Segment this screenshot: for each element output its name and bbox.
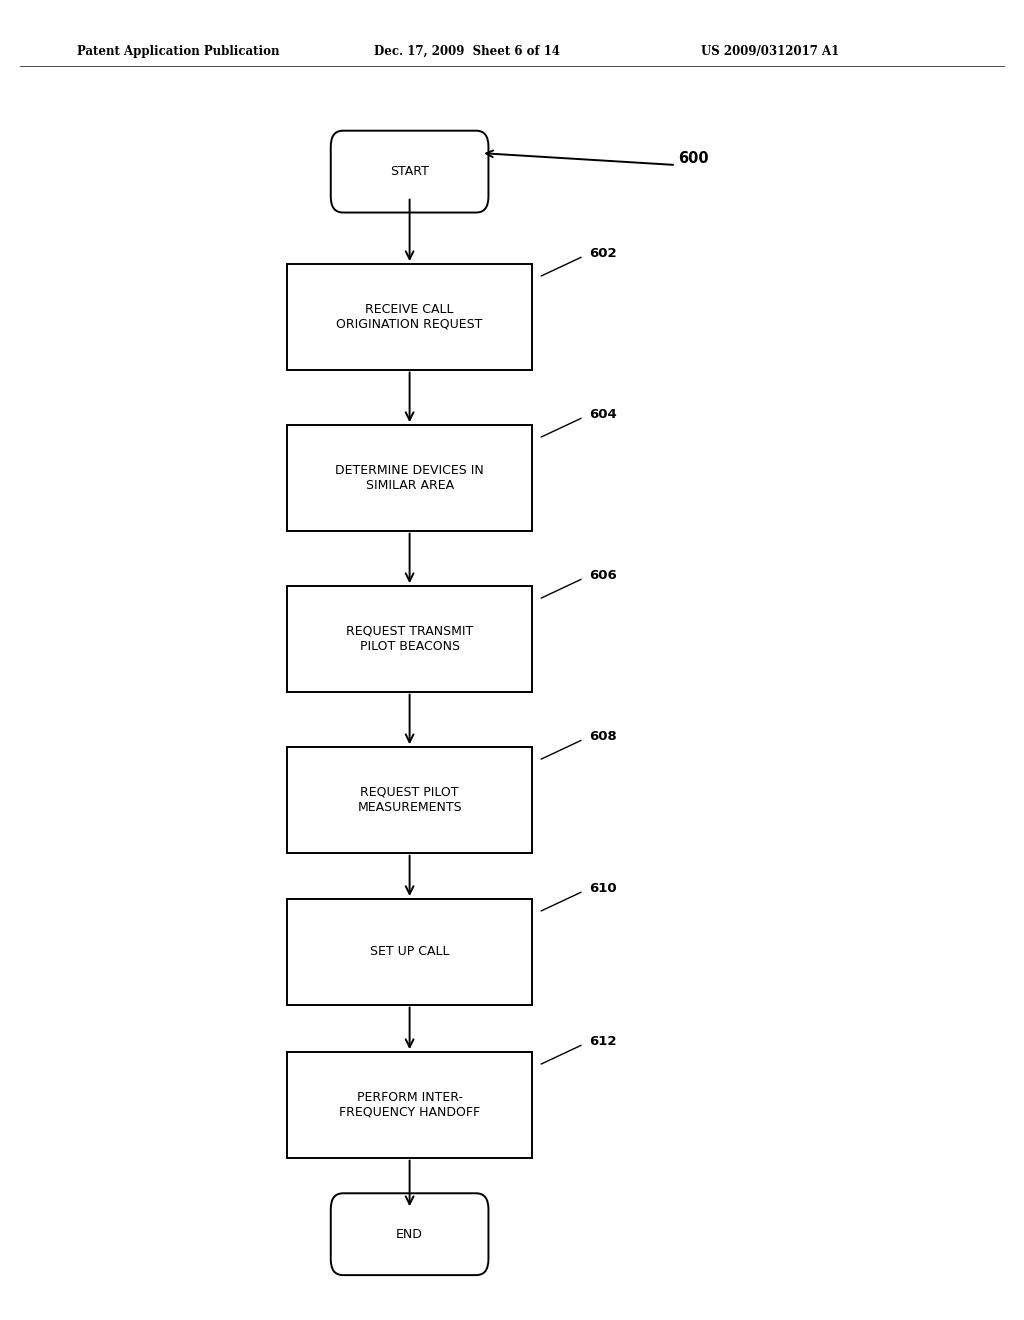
Text: DETERMINE DEVICES IN
SIMILAR AREA: DETERMINE DEVICES IN SIMILAR AREA bbox=[335, 463, 484, 492]
Text: 610: 610 bbox=[589, 882, 616, 895]
Text: RECEIVE CALL
ORIGINATION REQUEST: RECEIVE CALL ORIGINATION REQUEST bbox=[337, 302, 482, 331]
FancyBboxPatch shape bbox=[331, 131, 488, 213]
Text: REQUEST TRANSMIT
PILOT BEACONS: REQUEST TRANSMIT PILOT BEACONS bbox=[346, 624, 473, 653]
Text: 600: 600 bbox=[678, 150, 709, 166]
Bar bbox=[287, 586, 532, 692]
Bar bbox=[287, 747, 532, 853]
Text: 612: 612 bbox=[589, 1035, 616, 1048]
Text: REQUEST PILOT
MEASUREMENTS: REQUEST PILOT MEASUREMENTS bbox=[357, 785, 462, 814]
Text: END: END bbox=[396, 1228, 423, 1241]
Bar bbox=[287, 264, 532, 370]
Text: Dec. 17, 2009  Sheet 6 of 14: Dec. 17, 2009 Sheet 6 of 14 bbox=[374, 45, 560, 58]
Bar bbox=[287, 899, 532, 1005]
Text: PERFORM INTER-
FREQUENCY HANDOFF: PERFORM INTER- FREQUENCY HANDOFF bbox=[339, 1090, 480, 1119]
Text: 602: 602 bbox=[589, 247, 616, 260]
Text: 606: 606 bbox=[589, 569, 616, 582]
Bar bbox=[287, 1052, 532, 1158]
Text: START: START bbox=[390, 165, 429, 178]
Text: Patent Application Publication: Patent Application Publication bbox=[77, 45, 280, 58]
Bar bbox=[287, 425, 532, 531]
Text: FIG. 6: FIG. 6 bbox=[338, 1319, 440, 1320]
Text: SET UP CALL: SET UP CALL bbox=[370, 945, 450, 958]
FancyBboxPatch shape bbox=[331, 1193, 488, 1275]
Text: 604: 604 bbox=[589, 408, 616, 421]
Text: US 2009/0312017 A1: US 2009/0312017 A1 bbox=[701, 45, 840, 58]
Text: 608: 608 bbox=[589, 730, 616, 743]
